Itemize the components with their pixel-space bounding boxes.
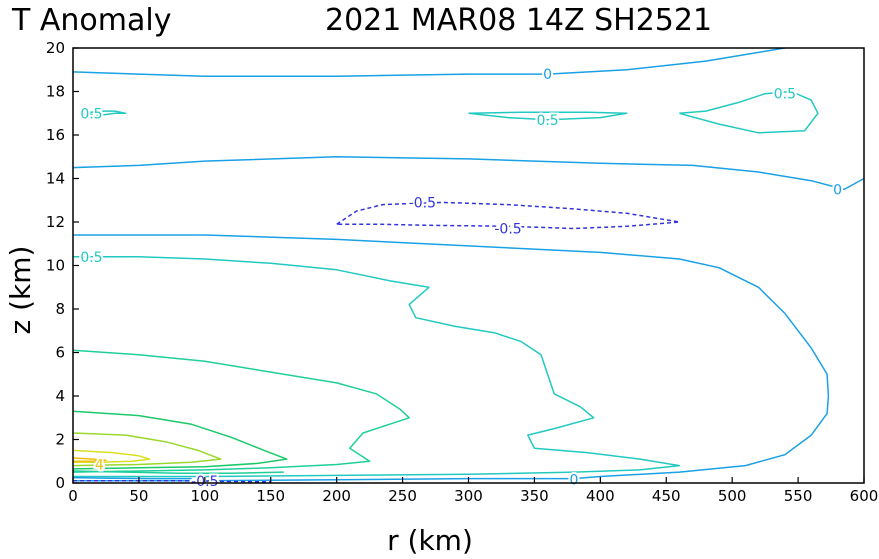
y-axis-label: z (km) bbox=[4, 246, 37, 335]
contour-line-13 bbox=[72, 470, 284, 474]
contour-line-6 bbox=[73, 234, 830, 482]
contour-label-3: 0.5 bbox=[774, 87, 796, 103]
x-tick-label-12: 600 bbox=[850, 487, 879, 505]
contour-label-6: -0.5 bbox=[494, 222, 521, 238]
contour-labels: 00.5 0.50.50-0.5-0.50.540-0.5 bbox=[78, 65, 844, 492]
contour-label-1: 0.5 bbox=[80, 106, 102, 122]
x-tick-label-3: 150 bbox=[256, 487, 285, 505]
contour-label-4: 0 bbox=[833, 182, 842, 198]
contour-line-15 bbox=[73, 480, 271, 483]
contour-line-12 bbox=[72, 457, 107, 463]
x-tick-label-9: 450 bbox=[652, 487, 681, 505]
chart-title: T Anomaly bbox=[11, 3, 171, 38]
y-tick-label-0: 0 bbox=[55, 474, 65, 492]
x-axis-label: r (km) bbox=[387, 524, 473, 557]
y-tick-label-5: 10 bbox=[46, 257, 65, 275]
contour-label-9: 0 bbox=[570, 473, 579, 489]
y-tick-label-7: 14 bbox=[46, 170, 65, 188]
x-tick-label-4: 200 bbox=[322, 487, 351, 505]
contour-label-8: 4 bbox=[95, 458, 104, 474]
contour-line-4 bbox=[72, 156, 865, 191]
y-tick-label-10: 20 bbox=[46, 39, 65, 57]
x-tick-label-7: 350 bbox=[520, 487, 549, 505]
contour-line-14 bbox=[72, 476, 192, 480]
x-axis-ticks: 0 50 100 150 200 250 300 350 400 450 500 550 600 bbox=[68, 477, 878, 505]
contour-line-7 bbox=[73, 256, 681, 478]
contour-lines bbox=[72, 47, 865, 483]
y-tick-label-8: 16 bbox=[46, 126, 65, 144]
y-tick-label-1: 2 bbox=[55, 431, 65, 449]
x-tick-label-1: 50 bbox=[129, 487, 148, 505]
y-tick-label-6: 12 bbox=[46, 213, 65, 231]
y-tick-label-2: 4 bbox=[55, 387, 65, 405]
contour-label-2: 0.5 bbox=[536, 113, 558, 129]
x-tick-label-11: 550 bbox=[784, 487, 813, 505]
x-tick-label-0: 0 bbox=[68, 487, 78, 505]
contour-label-5: -0.5 bbox=[409, 195, 436, 211]
contour-line-3 bbox=[679, 90, 819, 134]
contour-line-10 bbox=[72, 432, 222, 467]
y-tick-label-3: 6 bbox=[55, 344, 65, 362]
x-tick-label-6: 300 bbox=[454, 487, 483, 505]
contour-line-2 bbox=[468, 111, 628, 121]
y-axis-ticks: 0 2 4 6 8 10 12 14 16 18 20 bbox=[46, 39, 79, 492]
contour-label-0: 0 bbox=[543, 67, 552, 83]
contour-line-8 bbox=[72, 349, 410, 473]
y-tick-label-9: 18 bbox=[46, 83, 65, 101]
contour-line-0 bbox=[72, 47, 786, 78]
x-tick-label-8: 400 bbox=[586, 487, 615, 505]
x-tick-label-10: 500 bbox=[718, 487, 747, 505]
contour-line-9 bbox=[72, 410, 288, 470]
chart-subtitle: 2021 MAR08 14Z SH2521 bbox=[325, 3, 712, 38]
contour-label-7: 0.5 bbox=[80, 250, 102, 266]
contour-line-11 bbox=[72, 449, 151, 464]
x-tick-label-2: 100 bbox=[191, 487, 220, 505]
x-tick-label-5: 250 bbox=[388, 487, 417, 505]
contour-line-1 bbox=[83, 110, 127, 117]
y-tick-label-4: 8 bbox=[55, 300, 65, 318]
